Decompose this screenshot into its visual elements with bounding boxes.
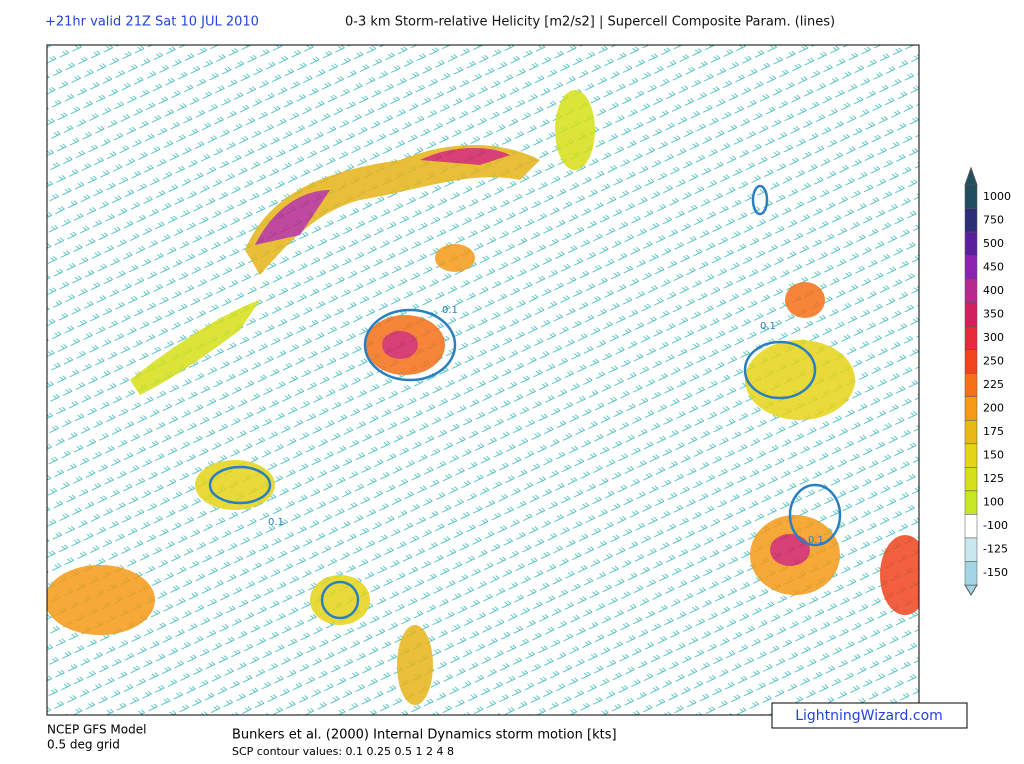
colorbar-label: 225 <box>983 378 1004 391</box>
colorbar-swatch <box>964 325 978 350</box>
colorbar-swatch <box>964 302 978 327</box>
forecast-time: +21hr valid 21Z Sat 10 JUL 2010 <box>45 15 259 30</box>
contour-label: 0.1 <box>442 305 458 316</box>
colorbar-label: 400 <box>983 284 1004 297</box>
contour-label: 0.1 <box>760 321 776 332</box>
colorbar-label: 1000 <box>983 190 1011 203</box>
colorbar-cap <box>964 584 978 596</box>
colorbar-swatch <box>964 420 978 445</box>
contour-label: 0.1 <box>808 535 824 546</box>
colorbar-swatch <box>964 396 978 421</box>
colorbar-swatch <box>964 208 978 233</box>
credit-box <box>771 702 968 729</box>
scp-note: SCP contour values: 0.1 0.25 0.5 1 2 4 8 <box>232 745 454 758</box>
helicity-shading <box>47 90 919 705</box>
colorbar-label: 250 <box>983 354 1004 367</box>
colorbar-label: 450 <box>983 260 1004 273</box>
colorbar-cap <box>964 166 978 186</box>
colorbar-swatch <box>964 490 978 515</box>
colorbar-swatch <box>964 231 978 256</box>
colorbar: 1000 750 500 450 400 350 300 250 225 200 175 150 125… <box>964 166 1011 596</box>
grid-res: 0.5 deg grid <box>47 738 120 752</box>
colorbar-label: -100 <box>983 519 1008 532</box>
map-title: 0-3 km Storm-relative Helicity [m2/s2] |… <box>345 15 835 30</box>
colorbar-label: 175 <box>983 425 1004 438</box>
colorbar-swatch <box>964 514 978 539</box>
colorbar-label: -150 <box>983 566 1008 579</box>
map-area: 0.1 0.1 0.1 0.1 <box>47 45 919 715</box>
colorbar-swatch <box>964 561 978 586</box>
colorbar-label: 750 <box>983 213 1004 226</box>
map-frame <box>46 44 920 716</box>
model-name: NCEP GFS Model <box>47 723 146 737</box>
colorbar-swatch <box>964 184 978 209</box>
colorbar-swatch <box>964 467 978 492</box>
colorbar-swatch <box>964 255 978 280</box>
colorbar-label: -125 <box>983 543 1008 556</box>
colorbar-swatch <box>964 443 978 468</box>
motion-note: Bunkers et al. (2000) Internal Dynamics … <box>232 728 617 743</box>
colorbar-swatch <box>964 372 978 398</box>
colorbar-label: 200 <box>983 402 1004 415</box>
credit: LightningWizard.com <box>795 708 943 724</box>
colorbar-label: 350 <box>983 307 1004 320</box>
colorbar-label: 125 <box>983 472 1004 485</box>
colorbar-swatch <box>964 537 978 562</box>
colorbar-label: 500 <box>983 237 1004 250</box>
colorbar-swatch <box>964 278 978 303</box>
colorbar-swatch <box>964 349 978 374</box>
scp-contours <box>208 184 842 620</box>
colorbar-label: 100 <box>983 496 1004 509</box>
colorbar-label: 300 <box>983 331 1004 344</box>
contour-label: 0.1 <box>268 517 284 528</box>
colorbar-label: 150 <box>983 449 1004 462</box>
